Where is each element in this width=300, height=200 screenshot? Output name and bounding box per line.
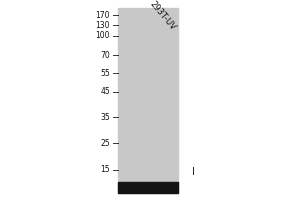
Text: I: I [192,167,195,177]
Text: 25: 25 [100,138,110,148]
Text: 293T-UV: 293T-UV [148,0,177,32]
Text: 55: 55 [100,68,110,77]
Text: 35: 35 [100,112,110,121]
Text: 100: 100 [95,31,110,40]
Bar [118,182,178,193]
Text: 45: 45 [100,88,110,97]
Text: 130: 130 [95,21,110,29]
Text: 170: 170 [95,10,110,20]
Text: 70: 70 [100,50,110,60]
Text: 15: 15 [100,166,110,174]
Bar [118,8,178,193]
